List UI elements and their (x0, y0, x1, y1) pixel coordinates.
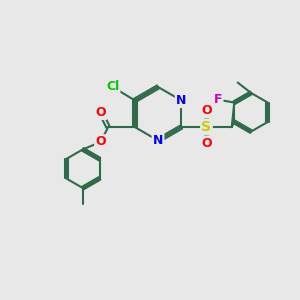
Text: Cl: Cl (106, 80, 119, 94)
Text: F: F (214, 93, 222, 106)
Text: O: O (201, 137, 212, 150)
Text: N: N (153, 134, 163, 147)
Text: S: S (202, 120, 212, 134)
Text: O: O (95, 106, 106, 119)
Text: O: O (95, 136, 106, 148)
Text: O: O (201, 104, 212, 117)
Text: N: N (176, 94, 186, 107)
